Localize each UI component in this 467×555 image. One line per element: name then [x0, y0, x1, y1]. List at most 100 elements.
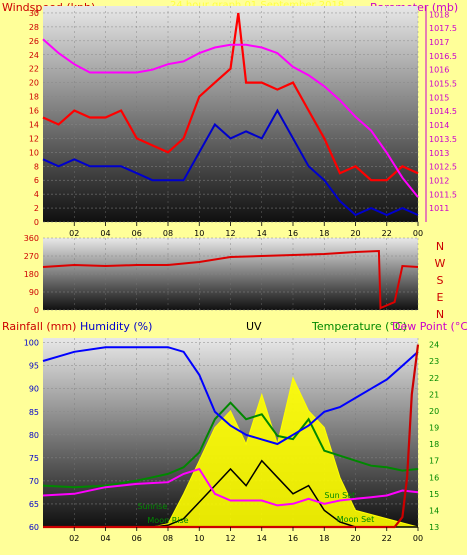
y-tick-label-right: 1017.5	[429, 24, 457, 33]
sun-moon-annotation: Moon Rise	[147, 516, 188, 525]
y-tick-label-left: 24	[29, 51, 39, 60]
x-tick-label: 04	[100, 534, 110, 543]
y-tick-label-right: 1013.5	[429, 135, 457, 144]
x-tick-label: 16	[288, 534, 298, 543]
dewpoint-label: Dew Point (°C)	[392, 320, 467, 333]
y-tick-label-left: 20	[29, 79, 39, 88]
x-tick-label: 12	[225, 534, 235, 543]
x-tick-label: 10	[194, 229, 204, 238]
y-tick-label-left: 95	[29, 362, 39, 371]
x-tick-label: 08	[163, 229, 173, 238]
wind-plot-area	[43, 6, 418, 222]
x-tick-label: 16	[288, 229, 298, 238]
y-tick-label-left: 4	[34, 190, 39, 199]
dewpoint-series	[42, 467, 419, 507]
x-tick-label: 00	[413, 534, 423, 543]
x-tick-label: 08	[163, 534, 173, 543]
uv-series	[43, 376, 419, 528]
y-tick-label-left: 60	[29, 523, 39, 532]
x-tick-label: 06	[132, 229, 142, 238]
x-tick-label: 22	[382, 534, 392, 543]
sun-moon-annotation: Sunrise	[137, 502, 167, 511]
x-tick-label: 04	[100, 229, 110, 238]
y-tick-label-left: 30	[29, 9, 39, 18]
y-tick-label-right: 20	[429, 407, 439, 416]
y-tick-label-right: 19	[429, 424, 439, 433]
y-tick-label-right: 1015.5	[429, 80, 457, 89]
y-tick-label-left: 28	[29, 23, 39, 32]
y-tick-label-right: 1011	[429, 204, 449, 213]
wind-direction-series	[42, 249, 419, 310]
chart-subtitle: 24 hour graph 01 September 2018	[170, 0, 344, 11]
humidity-label: Humidity (%)	[80, 320, 152, 333]
y-tick-label-right: 1012	[429, 176, 449, 185]
y-tick-label-right: 1014	[429, 121, 449, 130]
y-tick-label-left: 65	[29, 500, 39, 509]
y-tick-label-left: 75	[29, 454, 39, 463]
temperature-humidity-panel: 60 65 70 75 80 85 90 95 100 13 14 15 16 17 18 19 20 21 22…	[24, 338, 439, 532]
y-tick-label-left: 0	[34, 306, 39, 315]
temperature-series	[42, 401, 419, 489]
x-tick-label: 02	[69, 534, 79, 543]
compass-label: S	[437, 274, 444, 287]
sun-moon-annotation: Moon Set	[337, 515, 374, 524]
rain-series	[43, 344, 420, 529]
y-tick-label-left: 22	[29, 65, 39, 74]
y-tick-label-left: 26	[29, 37, 39, 46]
y-tick-label-right: 18	[429, 440, 439, 449]
y-tick-label-left: 360	[24, 234, 39, 243]
y-tick-label-right: 1018	[429, 10, 449, 19]
x-tick-label: 06	[132, 534, 142, 543]
y-tick-label-right: 23	[429, 357, 439, 366]
y-tick-label-right: 15	[429, 490, 439, 499]
y-tick-label-left: 18	[29, 93, 39, 102]
y-tick-label-left: 80	[29, 431, 39, 440]
y-tick-label-right: 1016	[429, 66, 449, 75]
compass-label: E	[437, 291, 444, 304]
uv-label: UV	[246, 320, 262, 333]
x-tick-label: 18	[319, 229, 329, 238]
y-tick-label-left: 270	[24, 252, 39, 261]
windspeed-series	[42, 12, 419, 182]
x-tick-label: 20	[350, 534, 360, 543]
y-tick-label-left: 12	[29, 134, 39, 143]
temperature-label: Temperature (°C)	[311, 320, 407, 333]
barometer-series	[42, 38, 419, 198]
rainfall-label: Rainfall (mm)	[2, 320, 76, 333]
x-tick-label: 02	[69, 229, 79, 238]
y-tick-label-left: 85	[29, 408, 39, 417]
compass-label: N	[436, 308, 444, 321]
y-tick-label-right: 17	[429, 457, 439, 466]
x-tick-label: 14	[257, 229, 267, 238]
y-tick-label-right: 21	[429, 390, 439, 399]
y-tick-label-right: 1016.5	[429, 52, 457, 61]
y-tick-label-right: 1017	[429, 38, 449, 47]
x-tick-label: 22	[382, 229, 392, 238]
y-tick-label-right: 14	[429, 506, 439, 515]
y-tick-label-right: 1015	[429, 93, 449, 102]
x-tick-label: 18	[319, 534, 329, 543]
humidity-series	[42, 346, 419, 446]
y-tick-label-left: 8	[34, 162, 39, 171]
y-tick-label-right: 22	[429, 374, 439, 383]
y-tick-label-left: 16	[29, 107, 39, 116]
x-tick-label: 20	[350, 229, 360, 238]
y-tick-label-left: 14	[29, 120, 39, 129]
y-tick-label-right: 1012.5	[429, 163, 457, 172]
y-tick-label-left: 70	[29, 477, 39, 486]
y-tick-label-left: 2	[34, 204, 39, 213]
y-tick-label-left: 10	[29, 148, 39, 157]
sun-moon-annotation: Sun Set	[324, 491, 355, 500]
x-tick-label: 10	[194, 534, 204, 543]
y-tick-label-left: 6	[34, 176, 39, 185]
x-tick-label: 14	[257, 534, 267, 543]
x-tick-label: 00	[413, 229, 423, 238]
y-tick-label-left: 90	[29, 385, 39, 394]
solar-series	[43, 459, 418, 528]
y-tick-label-left: 180	[24, 270, 39, 279]
y-tick-label-right: 16	[429, 473, 439, 482]
y-tick-label-left: 0	[34, 218, 39, 227]
